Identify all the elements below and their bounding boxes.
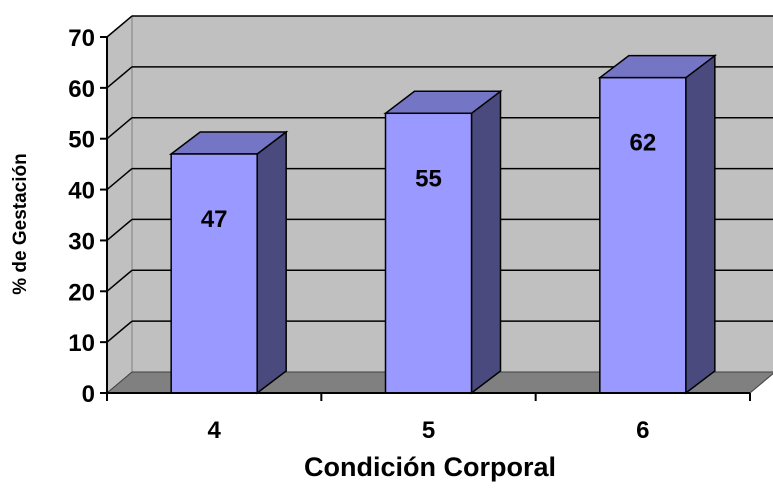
bar bbox=[383, 89, 503, 395]
data-label: 62 bbox=[629, 130, 656, 157]
x-tick-label: 6 bbox=[636, 417, 649, 444]
gridline-side bbox=[106, 167, 133, 191]
x-tick-label: 5 bbox=[422, 417, 435, 444]
x-axis-title: Condición Corporal bbox=[304, 452, 556, 482]
y-tick-label: 50 bbox=[68, 127, 95, 154]
y-tick-label: 40 bbox=[68, 178, 95, 205]
data-label: 55 bbox=[415, 165, 442, 192]
gridline-side bbox=[106, 320, 133, 343]
gridline-side bbox=[106, 117, 133, 140]
gridline-side bbox=[106, 15, 133, 38]
bar-front bbox=[384, 112, 473, 394]
gridline-side bbox=[106, 66, 133, 89]
chart-labels: 47 55 62 0 10 20 30 40 50 60 70 4 5 6 bbox=[68, 25, 656, 444]
gridline-side bbox=[106, 269, 133, 292]
bar-side bbox=[256, 130, 287, 395]
bar-front bbox=[599, 76, 687, 394]
side-wall bbox=[106, 14, 133, 395]
bar-side bbox=[685, 54, 716, 395]
bar bbox=[168, 130, 289, 395]
y-tick-label: 70 bbox=[68, 25, 95, 52]
y-tick-label: 0 bbox=[82, 381, 95, 408]
x-tick-label: 4 bbox=[207, 417, 221, 444]
data-label: 47 bbox=[201, 206, 228, 233]
chart-axes bbox=[100, 36, 751, 401]
y-tick-label: 10 bbox=[68, 330, 95, 357]
bar-side bbox=[470, 89, 502, 395]
y-axis-title: % de Gestación bbox=[10, 153, 31, 295]
bar bbox=[597, 54, 718, 395]
chart-bars bbox=[168, 54, 718, 395]
y-tick-label: 60 bbox=[68, 76, 95, 103]
bar-front bbox=[170, 153, 258, 394]
y-tick-label: 30 bbox=[68, 228, 95, 255]
gridline-side bbox=[106, 218, 133, 242]
y-tick-label: 20 bbox=[68, 279, 95, 306]
